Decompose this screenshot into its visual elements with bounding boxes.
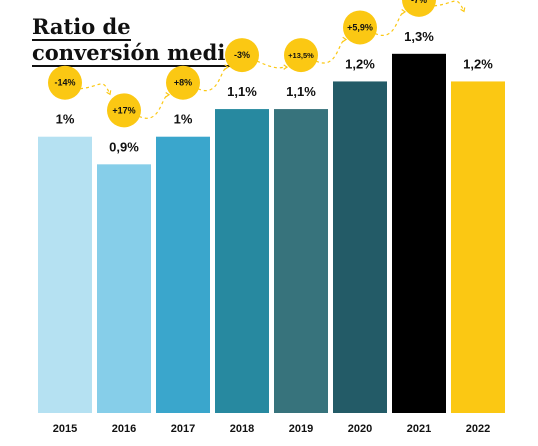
change-badge-label-2016: +17% bbox=[112, 105, 135, 115]
x-tick-label-2017: 2017 bbox=[171, 423, 195, 435]
change-badge-label-2017: +8% bbox=[174, 78, 192, 88]
value-label-2020: 1,2% bbox=[345, 56, 375, 71]
change-arrow-2021-2022 bbox=[433, 0, 465, 12]
bar-2018 bbox=[215, 109, 269, 414]
change-badge-2019 bbox=[284, 38, 318, 73]
change-arrow-2016-2017 bbox=[138, 94, 170, 119]
change-arrowhead-2017 bbox=[224, 64, 230, 70]
change-arrowhead-2020 bbox=[401, 9, 407, 15]
change-arrowhead-2015 bbox=[106, 90, 112, 96]
value-label-2018: 1,1% bbox=[227, 84, 257, 99]
change-arrowhead-2016 bbox=[165, 91, 171, 98]
change-badge-label-2020: +5,9% bbox=[347, 22, 373, 32]
value-label-2021: 1,3% bbox=[404, 29, 434, 44]
chart-title-line-1: Ratio de bbox=[32, 14, 131, 41]
x-tick-label-2018: 2018 bbox=[230, 423, 254, 435]
change-arrow-2015-2016 bbox=[79, 83, 111, 95]
change-arrowhead-2018 bbox=[283, 64, 289, 70]
change-arrow-2020-2021 bbox=[374, 11, 406, 36]
value-label-2017: 1% bbox=[174, 112, 193, 127]
bar-2016 bbox=[97, 164, 151, 413]
change-badge-label-2015: -14% bbox=[54, 78, 75, 88]
x-tick-label-2021: 2021 bbox=[407, 423, 431, 435]
change-badge-label-2019: +13,5% bbox=[288, 51, 314, 60]
value-label-2022: 1,2% bbox=[463, 56, 493, 71]
x-tick-label-2016: 2016 bbox=[112, 423, 136, 435]
bar-2019 bbox=[274, 109, 328, 414]
chart-title-line-2: conversión medio bbox=[32, 40, 240, 67]
bar-2017 bbox=[156, 136, 210, 413]
x-tick-label-2019: 2019 bbox=[289, 423, 313, 435]
change-arrowhead-2021 bbox=[460, 7, 466, 13]
chart-title: Ratio de conversión medio bbox=[32, 14, 240, 67]
value-label-2016: 0,9% bbox=[109, 139, 139, 154]
change-badge-2018 bbox=[225, 38, 259, 73]
x-tick-label-2022: 2022 bbox=[466, 423, 490, 435]
change-badge-2020 bbox=[343, 10, 377, 45]
bar-2015 bbox=[38, 136, 92, 413]
bar-2020 bbox=[333, 81, 387, 413]
value-label-2019: 1,1% bbox=[286, 84, 316, 99]
change-arrowhead-2019 bbox=[342, 36, 348, 43]
x-tick-label-2015: 2015 bbox=[53, 423, 77, 435]
change-badge-label-2018: -3% bbox=[234, 50, 250, 60]
x-tick-label-2020: 2020 bbox=[348, 423, 372, 435]
bar-2021 bbox=[392, 53, 446, 413]
change-arrow-2017-2018 bbox=[197, 66, 229, 92]
bar-2022 bbox=[451, 81, 505, 413]
change-badge-label-2021: -7% bbox=[411, 0, 427, 5]
change-badge-2016 bbox=[107, 93, 141, 128]
value-label-2015: 1% bbox=[56, 112, 75, 127]
change-badge-2017 bbox=[166, 65, 200, 100]
change-arrow-2019-2020 bbox=[315, 38, 347, 64]
change-badge-2021 bbox=[402, 0, 436, 17]
change-badge-2015 bbox=[48, 65, 82, 100]
change-arrow-2018-2019 bbox=[256, 60, 288, 69]
